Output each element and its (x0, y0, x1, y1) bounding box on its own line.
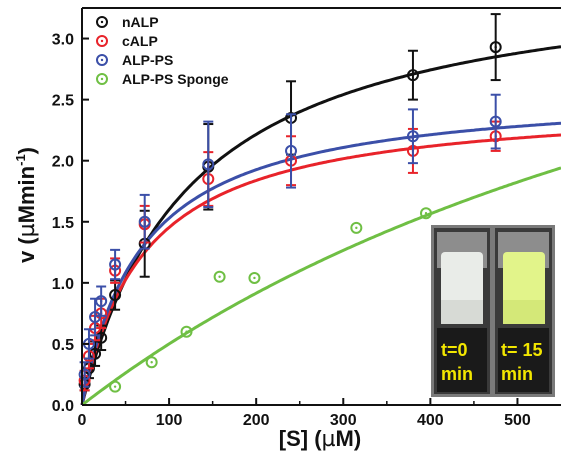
x-tick-label: 100 (156, 412, 183, 429)
data-point-alp-ps (406, 130, 419, 143)
data-point-nalp (89, 347, 102, 360)
data-point-alp-ps (109, 258, 122, 271)
inset-label-right-line1: t= 15 (501, 340, 543, 360)
data-point-center-alp-ps (143, 220, 146, 223)
y-tick-label: 1.0 (52, 276, 74, 293)
data-point-center-alp-ps (207, 163, 210, 166)
axis-ticks: 0 100 200 300 400 500 0.0 0.5 1.0 1.5 2.0 2.5 3.0 (52, 32, 531, 429)
data-point-nalp (406, 69, 419, 82)
data-point-alp-ps-sponge (213, 270, 226, 283)
legend-marker-center (100, 20, 104, 24)
fit-curve-alp-ps-sponge (81, 166, 561, 407)
data-point-alp-ps-sponge (248, 271, 261, 284)
cuvette-photo-inset: t=0 min t= 15 min (431, 225, 555, 397)
y-axis-title: v (µMmin-1) (13, 147, 40, 263)
data-point-alp-ps-sponge (420, 207, 433, 220)
data-point-alp-ps-sponge (145, 356, 158, 369)
data-point-center-nalp (411, 73, 415, 77)
data-point-alp-ps (78, 368, 91, 381)
legend-marker-center (100, 58, 104, 62)
legend-marker (96, 16, 108, 28)
cuvette-left (434, 228, 490, 394)
data-point-center-alp-ps (289, 149, 293, 153)
legend-marker (96, 54, 108, 66)
legend-label: ALP-PS (122, 52, 173, 68)
inset-label-left-line1: t=0 (441, 340, 468, 360)
x-tick-label: 0 (78, 412, 87, 429)
y-tick-label: 3.0 (52, 32, 74, 49)
data-point-center-alp-ps-sponge (424, 212, 428, 215)
data-point-alp-ps-sponge (180, 325, 193, 338)
y-tick-label: 1.5 (52, 215, 74, 232)
y-tick-label: 0.5 (52, 337, 74, 354)
data-point-center-alp-ps-sponge (185, 330, 188, 333)
data-point-alp-ps (95, 295, 108, 308)
plot-marks (78, 13, 561, 407)
legend-marker-center (100, 39, 104, 43)
legend-label: nALP (122, 14, 159, 30)
data-point-alp-ps (489, 115, 502, 128)
data-point-center-alp-ps (113, 263, 117, 266)
y-tick-label: 0.0 (52, 398, 74, 415)
data-point-nalp (489, 41, 502, 54)
cuvette-right (495, 228, 552, 394)
fit-curve-alp-ps (80, 121, 561, 406)
data-point-alp-ps (285, 144, 298, 157)
data-point-nalp (95, 331, 108, 344)
data-point-center-alp-ps (99, 299, 103, 303)
data-point-center-nalp (99, 336, 103, 340)
y-tick-label: 2.0 (52, 154, 74, 171)
data-point-center-alp-ps-sponge (150, 361, 153, 364)
legend-marker (96, 35, 108, 47)
x-axis-title: [S] (µM) (279, 426, 361, 452)
data-point-alp-ps-sponge (350, 221, 363, 234)
legend-marker-center (100, 77, 104, 81)
x-tick-label: 500 (504, 412, 531, 429)
data-point-center-alp-ps (411, 135, 415, 138)
fit-curve-calp (80, 133, 561, 406)
x-tick-label: 200 (243, 412, 270, 429)
legend-label: ALP-PS Sponge (122, 71, 229, 87)
data-point-center-nalp (494, 45, 497, 49)
data-point-center-alp-ps (83, 373, 86, 376)
inset-label-left-line2: min (441, 364, 473, 384)
data-point-center-nalp (113, 293, 117, 297)
x-tick-label: 300 (330, 412, 357, 429)
fit-curve-nalp (80, 45, 561, 406)
data-point-center-alp-ps-sponge (113, 385, 117, 388)
data-point-center-alp-ps (494, 120, 497, 123)
inset-label-right-line2: min (501, 364, 533, 384)
data-point-alp-ps (138, 215, 151, 228)
legend-marker (96, 73, 108, 85)
legend-label: cALP (122, 33, 158, 49)
data-point-alp-ps (202, 158, 215, 171)
y-tick-label: 2.5 (52, 93, 74, 110)
data-point-alp-ps (89, 311, 102, 324)
x-tick-label: 400 (417, 412, 444, 429)
data-point-center-alp-ps-sponge (253, 276, 256, 280)
data-point-alp-ps-sponge (109, 380, 122, 393)
data-point-center-alp-ps-sponge (355, 226, 358, 230)
legend: nALP cALP ALP-PS ALP-PS Sponge (96, 14, 229, 87)
data-point-nalp (109, 289, 122, 302)
data-point-center-alp-ps (93, 315, 97, 319)
data-point-center-alp-ps-sponge (218, 275, 221, 278)
